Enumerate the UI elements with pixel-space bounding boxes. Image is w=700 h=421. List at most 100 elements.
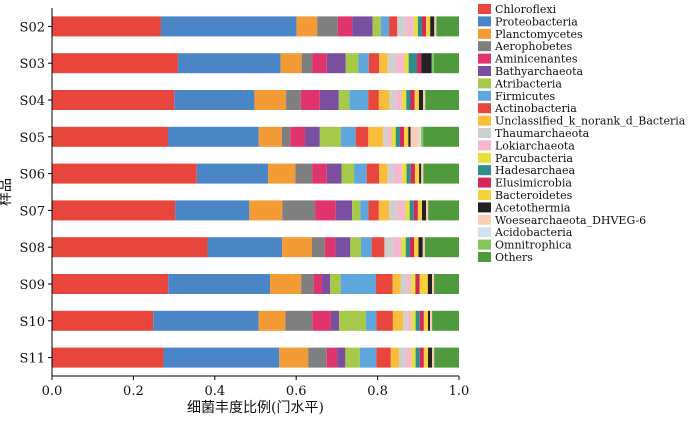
legend-swatch xyxy=(478,227,491,238)
bar-segment xyxy=(52,16,161,37)
bar-segment xyxy=(280,53,302,74)
bar-segment xyxy=(418,237,423,258)
bar-segment xyxy=(427,274,432,294)
bar-segment xyxy=(337,347,346,368)
y-axis-title: 样品 xyxy=(0,178,14,206)
bar-segment xyxy=(378,90,390,110)
bar-segment xyxy=(52,53,178,74)
bar-segment xyxy=(301,53,313,74)
bar-segment xyxy=(349,90,369,110)
legend: ChloroflexiProteobacteriaPlanctomycetesA… xyxy=(478,3,686,264)
bar-segment xyxy=(378,200,390,221)
legend-swatch xyxy=(478,90,491,101)
bar-segment xyxy=(321,274,331,294)
bar-segment xyxy=(286,90,301,110)
bar-segment xyxy=(387,126,392,147)
y-tick-label: S02 xyxy=(20,20,45,35)
bar-segment xyxy=(366,163,380,184)
legend-label: Hadesarchaea xyxy=(495,164,575,177)
legend-swatch xyxy=(478,4,491,14)
bar-segment xyxy=(52,163,197,184)
bar-segment xyxy=(422,16,427,37)
y-tick-label: S09 xyxy=(20,278,45,293)
legend-swatch xyxy=(478,239,491,250)
bar-segment xyxy=(432,274,435,294)
bar-segment xyxy=(317,16,338,37)
bar-segment xyxy=(285,310,313,331)
bar-segment xyxy=(426,16,431,37)
bar-segment xyxy=(399,347,406,368)
legend-swatch xyxy=(478,202,491,213)
bar-segment xyxy=(402,90,407,110)
y-tick-label: S10 xyxy=(20,315,45,330)
bar-segment xyxy=(313,274,322,294)
bar-segment xyxy=(319,90,339,110)
bar-segment xyxy=(354,163,367,184)
bar-segment xyxy=(405,200,410,221)
bar-segment xyxy=(387,163,394,184)
bar-segment xyxy=(400,274,408,294)
bar-segment xyxy=(392,274,401,294)
bar-segment xyxy=(355,126,369,147)
bar-segment xyxy=(419,347,424,368)
bar-segment xyxy=(311,237,325,258)
legend-label: Bacteroidetes xyxy=(495,189,573,202)
bar-segment xyxy=(301,274,314,294)
bar-segment xyxy=(410,163,415,184)
bar-segment xyxy=(282,237,312,258)
bar-segment xyxy=(295,163,313,184)
bar-segment xyxy=(330,310,340,331)
x-tick-label: 0.6 xyxy=(286,384,307,399)
legend-swatch xyxy=(478,128,491,138)
bar-segment xyxy=(406,163,411,184)
legend-label: Bathyarchaeota xyxy=(495,65,584,78)
bar-segment xyxy=(312,53,327,74)
bar-segment xyxy=(366,310,377,331)
bar-segment xyxy=(384,237,393,258)
legend-swatch xyxy=(478,115,491,126)
legend-swatch xyxy=(478,165,491,176)
legend-swatch xyxy=(478,41,491,52)
y-tick-label: S08 xyxy=(20,241,45,256)
bar-segment xyxy=(281,126,291,147)
bar-segment xyxy=(417,53,422,74)
bar-segment xyxy=(312,310,331,331)
x-tick-label: 0.0 xyxy=(42,384,63,399)
bar-segment xyxy=(423,310,429,331)
legend-label: Omnitrophica xyxy=(495,239,572,252)
bar-segment xyxy=(360,200,369,221)
bar-segment xyxy=(409,200,414,221)
bar-segment xyxy=(434,347,459,368)
legend-label: Proteobacteria xyxy=(495,15,578,28)
bar-segment xyxy=(399,126,405,147)
bar-segment xyxy=(424,237,459,258)
bar-segment xyxy=(405,347,412,368)
legend-label: Lokiarchaeota xyxy=(495,139,575,152)
bar-segment xyxy=(270,274,302,294)
bar-segment xyxy=(419,163,422,184)
bar-segment xyxy=(387,53,397,74)
bar-segment xyxy=(417,16,422,37)
bar-segment xyxy=(410,126,419,147)
bar-segment xyxy=(352,200,361,221)
bar-segment xyxy=(279,347,309,368)
legend-label: Acetothermia xyxy=(494,201,571,214)
bar-segment xyxy=(404,53,409,74)
bar-segment xyxy=(389,200,398,221)
bar-segment xyxy=(397,16,406,37)
bar-segment xyxy=(430,310,433,331)
bar-segment xyxy=(433,53,459,74)
bar-segment xyxy=(421,53,432,74)
bar-segment xyxy=(425,90,459,110)
bar-segment xyxy=(415,310,420,331)
axes-layer: 0.0 0.2 0.4 0.6 0.8 1.0 S02 S03 S04 S05 S06 S07 S08 S… xyxy=(20,8,469,399)
bar-segment xyxy=(324,237,336,258)
bar-segment xyxy=(368,90,379,110)
legend-swatch xyxy=(478,252,491,262)
bar-segment xyxy=(395,90,403,110)
bar-segment xyxy=(372,16,381,37)
bar-segment xyxy=(402,163,407,184)
bar-segment xyxy=(423,347,429,368)
y-tick-label: S05 xyxy=(20,131,45,146)
bar-segment xyxy=(392,237,402,258)
